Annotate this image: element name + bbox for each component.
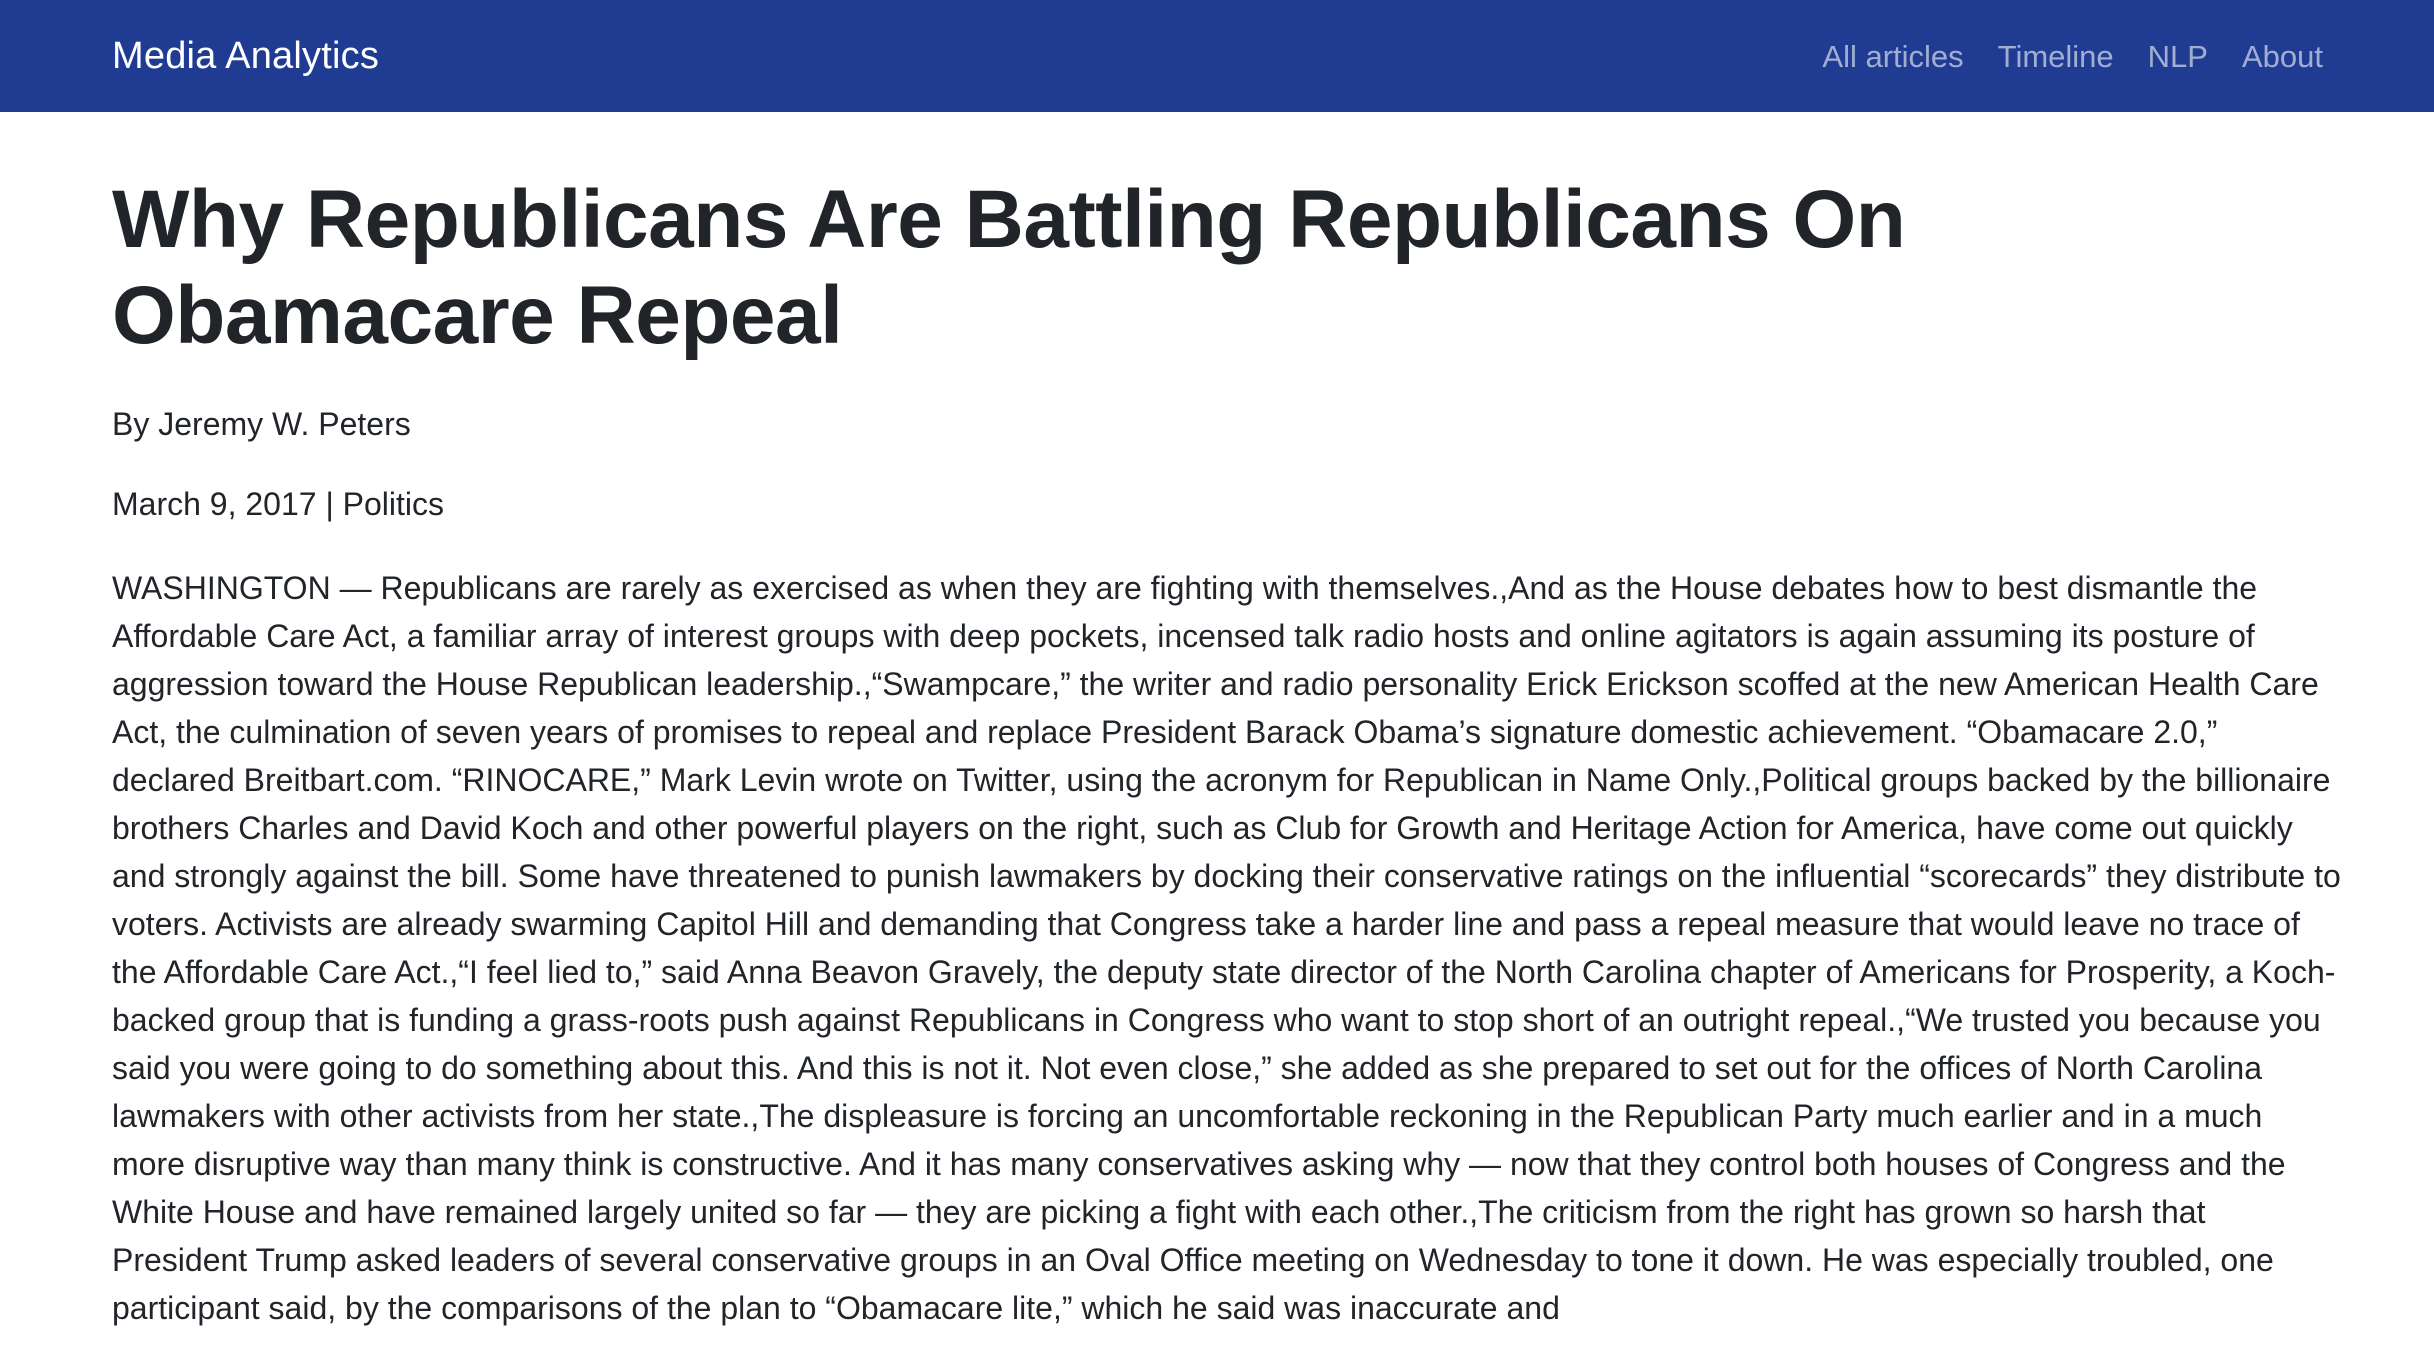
article-byline: By Jeremy W. Peters (112, 406, 411, 442)
article-date: March 9, 2017 (112, 486, 317, 522)
article-body: WASHINGTON — Republicans are rarely as e… (112, 570, 2341, 1326)
article-meta: March 9, 2017 | Politics (112, 484, 2342, 524)
article-section: Politics (342, 486, 445, 522)
article-title: Why Republicans Are Battling Republicans… (112, 174, 1906, 361)
nav-link-nlp[interactable]: NLP (2147, 38, 2208, 74)
nav-link-all-articles[interactable]: All articles (1822, 38, 1964, 74)
brand-logo-text[interactable]: Media Analytics (112, 35, 380, 77)
meta-separator: | (325, 486, 334, 522)
nav-link-about[interactable]: About (2241, 38, 2323, 74)
nav-link-timeline[interactable]: Timeline (1997, 38, 2114, 74)
nav-links: All articles Timeline NLP About (1822, 41, 2323, 72)
top-navbar: Media Analytics All articles Timeline NL… (0, 0, 2434, 112)
article-container: Why Republicans Are Battling Republicans… (112, 112, 2342, 1364)
